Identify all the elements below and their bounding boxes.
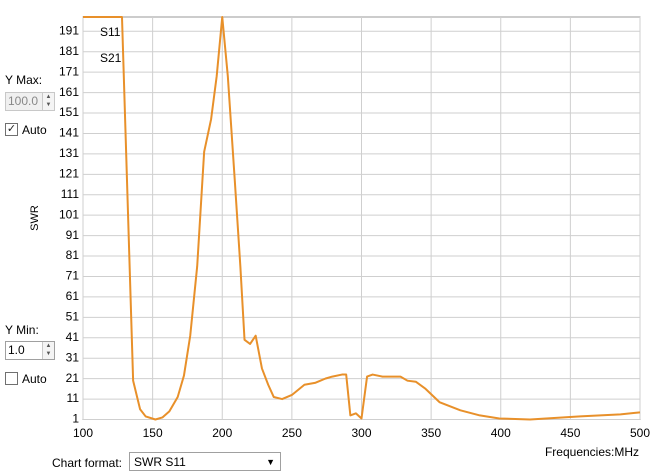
y-tick-label: 141 [59, 126, 79, 140]
y-tick-label: 131 [59, 146, 79, 160]
y-max-input[interactable]: 100.0 ▲ ▼ [5, 92, 55, 111]
y-tick-label: 81 [66, 248, 80, 262]
y-min-label: Y Min: [5, 323, 39, 337]
x-tick-label: 500 [630, 426, 650, 440]
x-tick-label: 350 [421, 426, 441, 440]
chart-format-label: Chart format: [52, 456, 123, 470]
y-tick-label: 121 [59, 166, 79, 180]
y-tick-label: 151 [59, 105, 79, 119]
y-tick-label: 171 [59, 64, 79, 78]
x-tick-label: 450 [560, 426, 580, 440]
y-axis-label: SWR [29, 205, 41, 231]
y-tick-label: 1 [72, 412, 79, 426]
y-tick-label: 181 [59, 44, 79, 58]
x-axis-label: Frequencies:MHz [545, 445, 639, 459]
y-tick-label: 111 [61, 187, 80, 201]
chart-format-select[interactable]: SWR S11 ▼ [129, 452, 281, 471]
chart-format-value: SWR S11 [134, 455, 186, 469]
spinner: ▲ ▼ [42, 342, 54, 359]
x-tick-label: 150 [143, 426, 163, 440]
y-tick-label: 101 [59, 207, 79, 221]
y-max-auto-label: Auto [22, 123, 47, 137]
y-tick-label: 61 [66, 289, 80, 303]
y-max-auto-checkbox[interactable]: ✓ [5, 123, 18, 136]
x-tick-label: 300 [351, 426, 371, 440]
y-tick-label: 51 [66, 310, 80, 324]
y-tick-label: 161 [59, 85, 79, 99]
x-tick-label: 100 [73, 426, 93, 440]
y-min-auto-checkbox[interactable] [5, 372, 18, 385]
y-max-value: 100.0 [8, 94, 39, 108]
spinner: ▲ ▼ [42, 93, 54, 110]
y-max-label: Y Max: [5, 73, 43, 87]
y-tick-label: 21 [66, 371, 80, 385]
y-min-input[interactable]: 1.0 ▲ ▼ [5, 341, 55, 360]
x-tick-label: 250 [282, 426, 302, 440]
x-tick-label: 400 [491, 426, 511, 440]
y-tick-label: 31 [66, 350, 80, 364]
legend-entry: S21 [100, 51, 122, 65]
y-tick-label: 11 [67, 391, 80, 405]
y-min-value: 1.0 [8, 343, 25, 357]
y-tick-label: 191 [59, 23, 79, 37]
x-tick-label: 200 [212, 426, 232, 440]
series-line [83, 16, 641, 421]
y-tick-label: 91 [66, 228, 80, 242]
y-tick-label: 41 [66, 330, 80, 344]
legend-entry: S11 [100, 25, 121, 39]
y-tick-label: 71 [66, 269, 80, 283]
dropdown-arrow: ▼ [266, 457, 275, 467]
y-min-auto-label: Auto [22, 372, 47, 386]
